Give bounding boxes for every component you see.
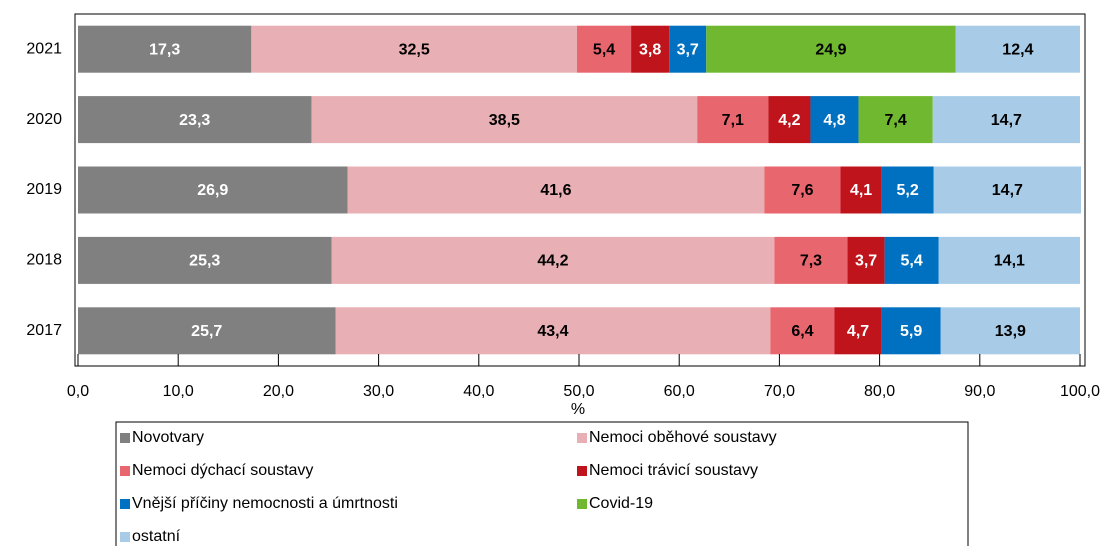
value-label: 14,7	[991, 112, 1022, 129]
value-label: 4,8	[823, 112, 845, 129]
value-label: 3,8	[639, 41, 661, 58]
legend-swatch	[577, 433, 587, 443]
x-tick-label: 50,0	[563, 383, 594, 400]
bar-segment	[631, 25, 670, 73]
legend-swatch	[120, 499, 130, 509]
bar-segment	[858, 96, 933, 144]
value-label: 4,2	[778, 112, 800, 129]
legend-swatch	[120, 433, 130, 443]
value-label: 44,2	[537, 253, 568, 270]
value-label: 23,3	[179, 112, 210, 129]
bar-segment	[940, 307, 1080, 355]
value-label: 41,6	[540, 182, 571, 199]
bar-segment	[881, 307, 941, 355]
bar-segment	[932, 96, 1080, 144]
y-tick-label: 2018	[26, 252, 62, 269]
x-tick-label: 100,0	[1060, 383, 1100, 400]
bar-segment	[697, 96, 769, 144]
legend-swatch	[120, 532, 130, 542]
value-label: 12,4	[1002, 41, 1033, 58]
bar-segment	[331, 236, 775, 284]
bar-segment	[669, 25, 707, 73]
legend-swatch	[120, 466, 130, 476]
y-tick-label: 2020	[26, 111, 62, 128]
value-label: 6,4	[791, 323, 813, 340]
value-label: 32,5	[399, 41, 430, 58]
legend-label: Vnější příčiny nemocnosti a úmrtnosti	[132, 495, 398, 512]
x-tick-label: 60,0	[664, 383, 695, 400]
bar-segment	[834, 307, 882, 355]
legend-label: Nemoci oběhové soustavy	[589, 429, 777, 446]
value-label: 24,9	[815, 41, 846, 58]
bar-segment	[311, 96, 698, 144]
value-label: 5,4	[901, 253, 923, 270]
value-label: 7,1	[722, 112, 744, 129]
x-tick-label: 80,0	[864, 383, 895, 400]
bar-segment	[955, 25, 1080, 73]
bar-segment	[251, 25, 577, 73]
value-label: 7,4	[885, 112, 907, 129]
value-label: 5,4	[593, 41, 615, 58]
legend-swatch	[577, 466, 587, 476]
legend-label: ostatní	[132, 528, 181, 545]
bar-segment	[335, 307, 771, 355]
bar-segment	[938, 236, 1080, 284]
value-label: 5,2	[897, 182, 919, 199]
y-tick-label: 2017	[26, 322, 62, 339]
value-label: 5,9	[900, 323, 922, 340]
bar-segment	[78, 307, 336, 355]
legend-label: Novotvary	[132, 429, 204, 446]
value-label: 38,5	[489, 112, 520, 129]
bar-segment	[884, 236, 939, 284]
bar-segment	[768, 96, 811, 144]
value-label: 14,7	[992, 182, 1023, 199]
x-tick-label: 10,0	[163, 383, 194, 400]
x-tick-label: 70,0	[764, 383, 795, 400]
legend-label: Covid-19	[589, 495, 653, 512]
value-label: 3,7	[677, 41, 699, 58]
value-label: 4,1	[850, 182, 872, 199]
value-label: 25,3	[189, 253, 220, 270]
x-tick-label: 90,0	[964, 383, 995, 400]
x-axis-label: %	[571, 401, 585, 418]
value-label: 26,9	[197, 182, 228, 199]
x-tick-label: 30,0	[363, 383, 394, 400]
y-tick-label: 2019	[26, 181, 62, 198]
bar-segment	[78, 25, 252, 73]
legend-swatch	[577, 499, 587, 509]
bar-segment	[764, 166, 841, 214]
value-label: 14,1	[994, 253, 1025, 270]
legend-box	[115, 421, 969, 546]
bar-segment	[840, 166, 882, 214]
value-label: 13,9	[995, 323, 1026, 340]
value-label: 17,3	[149, 41, 180, 58]
bar-segment	[774, 236, 848, 284]
bar-segment	[810, 96, 859, 144]
y-tick-label: 2021	[26, 40, 62, 57]
x-tick-label: 40,0	[463, 383, 494, 400]
value-label: 3,7	[855, 253, 877, 270]
bar-segment	[706, 25, 956, 73]
value-label: 4,7	[847, 323, 869, 340]
value-label: 43,4	[537, 323, 568, 340]
bar-segment	[78, 96, 312, 144]
bar-segment	[78, 236, 332, 284]
value-label: 25,7	[191, 323, 222, 340]
value-label: 7,3	[800, 253, 822, 270]
legend-label: Nemoci dýchací soustavy	[132, 462, 313, 479]
legend-label: Nemoci trávicí soustavy	[589, 462, 758, 479]
x-tick-label: 20,0	[263, 383, 294, 400]
bar-segment	[576, 25, 632, 73]
bar-segment	[770, 307, 835, 355]
bar-segment	[78, 166, 348, 214]
bar-segment	[881, 166, 934, 214]
bar-segment	[847, 236, 885, 284]
plot-frame	[74, 13, 1086, 367]
x-tick-label: 0,0	[67, 383, 89, 400]
bar-segment	[347, 166, 765, 214]
bar-segment	[933, 166, 1082, 214]
value-label: 7,6	[791, 182, 813, 199]
